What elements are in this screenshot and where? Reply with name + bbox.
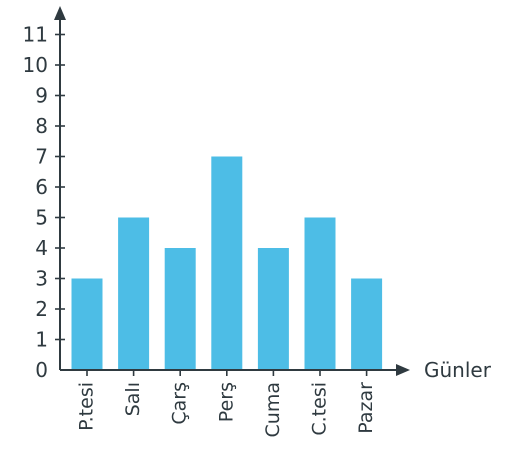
bar-1 xyxy=(71,278,103,370)
bar-2 xyxy=(118,217,150,370)
y-tick-label: 11 xyxy=(23,23,48,47)
x-category-label: Salı xyxy=(122,382,144,416)
x-categories-layer: P.tesi Salı Çarş Perş Cuma C.tesi Pazar xyxy=(76,370,377,437)
y-tick-label: 3 xyxy=(35,267,48,291)
bar-5 xyxy=(257,248,289,370)
y-tick-label: 4 xyxy=(35,236,48,260)
x-category-label: Cuma xyxy=(262,382,284,437)
axes-layer xyxy=(54,6,410,376)
x-category-label: Çarş xyxy=(169,382,191,425)
y-tick-label: 8 xyxy=(35,114,48,138)
x-category-label: C.tesi xyxy=(309,382,331,436)
bar-7 xyxy=(351,278,383,370)
y-tick-label: 0 xyxy=(35,358,48,382)
bar-3 xyxy=(164,248,196,370)
y-ticks-layer: 0 1 2 3 4 5 6 7 8 9 10 11 xyxy=(23,23,65,382)
bar-4 xyxy=(211,156,243,370)
y-axis-arrow xyxy=(54,6,66,20)
x-axis-title: Günler xyxy=(424,358,492,382)
y-tick-label: 9 xyxy=(35,84,48,108)
y-tick-label: 6 xyxy=(35,175,48,199)
x-category-label: Perş xyxy=(215,382,237,422)
y-tick-label: 5 xyxy=(35,206,48,230)
bar-6 xyxy=(304,217,336,370)
y-tick-label: 10 xyxy=(23,53,48,77)
y-tick-label: 2 xyxy=(35,297,48,321)
x-axis-arrow xyxy=(396,364,410,376)
y-tick-label: 1 xyxy=(35,328,48,352)
y-tick-label: 7 xyxy=(35,145,48,169)
x-category-label: Pazar xyxy=(355,382,377,434)
bars-layer xyxy=(71,156,383,370)
x-category-label: P.tesi xyxy=(76,382,98,431)
